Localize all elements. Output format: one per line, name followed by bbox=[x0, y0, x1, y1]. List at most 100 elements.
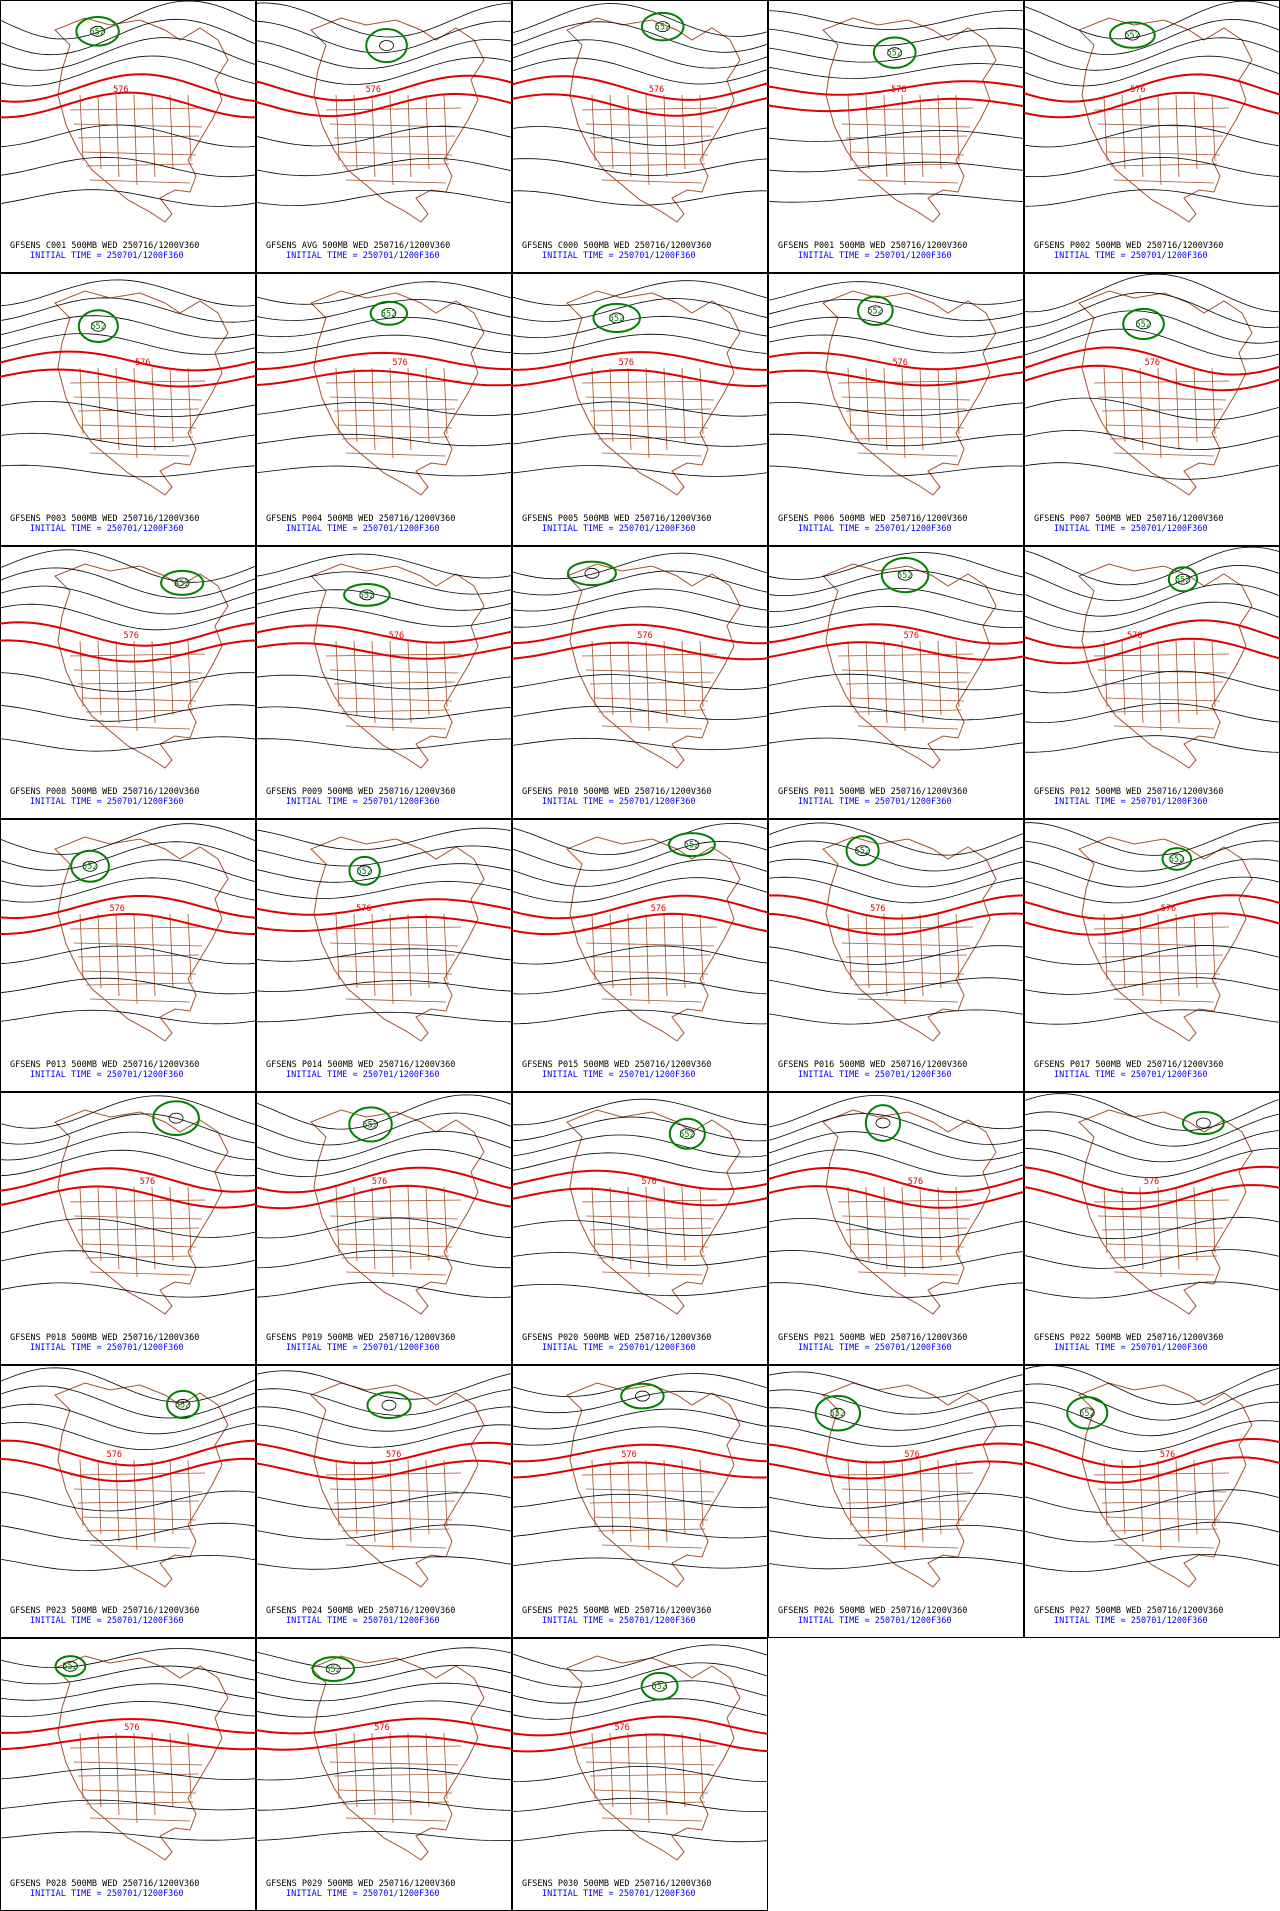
state-line bbox=[699, 1732, 704, 1800]
contour-line bbox=[511, 552, 769, 580]
state-line bbox=[601, 452, 703, 457]
state-line bbox=[1113, 725, 1215, 730]
state-line bbox=[85, 709, 194, 713]
state-line bbox=[325, 380, 462, 384]
contour-line bbox=[768, 587, 1025, 612]
state-line bbox=[1211, 640, 1216, 708]
state-line bbox=[1121, 1186, 1126, 1262]
contour-576 bbox=[511, 1443, 769, 1463]
panel-init-time: INITIAL TIME = 250701/1200F360 bbox=[542, 1889, 696, 1899]
contour-line bbox=[1023, 1521, 1280, 1543]
contour-576 bbox=[511, 369, 769, 388]
state-line bbox=[681, 1186, 686, 1262]
state-line bbox=[853, 1528, 962, 1532]
contour-line bbox=[255, 980, 513, 992]
state-line bbox=[97, 1186, 102, 1262]
state-line bbox=[865, 640, 870, 716]
state-line bbox=[1109, 436, 1218, 440]
contour-line bbox=[830, 1407, 846, 1419]
state-line bbox=[955, 1186, 960, 1254]
contour-line bbox=[0, 432, 257, 448]
contour-line bbox=[255, 1388, 513, 1416]
state-line bbox=[1109, 709, 1218, 713]
contour-576 bbox=[255, 74, 513, 102]
contour-line bbox=[767, 1250, 1025, 1268]
contour-line bbox=[1079, 1407, 1095, 1419]
contour-576 bbox=[255, 642, 513, 660]
contour-line bbox=[767, 822, 1025, 856]
state-line bbox=[407, 1732, 412, 1816]
panel-title: GFSENS P015 500MB WED 250716/1200V360 bbox=[522, 1060, 711, 1070]
contour-line bbox=[256, 1799, 513, 1811]
state-line bbox=[663, 640, 668, 724]
state-line bbox=[151, 1186, 156, 1270]
state-line bbox=[581, 380, 718, 384]
state-line bbox=[389, 94, 394, 186]
map-panel: 576 552 GFSENS P003 500MB WED 250716/1200V… bbox=[0, 273, 257, 546]
state-line bbox=[937, 367, 942, 443]
state-line bbox=[371, 640, 376, 724]
state-line bbox=[345, 998, 447, 1003]
panel-title: GFSENS P011 500MB WED 250716/1200V360 bbox=[778, 787, 967, 797]
state-line bbox=[1175, 913, 1180, 997]
panel-frame bbox=[0, 819, 256, 1092]
panel-frame bbox=[0, 273, 256, 546]
contour-line bbox=[1023, 0, 1280, 40]
state-line bbox=[609, 94, 614, 170]
contour-line bbox=[1023, 601, 1280, 633]
state-line bbox=[341, 1528, 450, 1532]
contour-576 bbox=[1023, 1438, 1280, 1469]
contour-line bbox=[855, 845, 871, 857]
contour-line bbox=[767, 1218, 1025, 1239]
contour-line bbox=[255, 1556, 513, 1570]
state-line bbox=[353, 1459, 358, 1535]
contour-line bbox=[511, 1680, 769, 1704]
state-line bbox=[371, 1732, 376, 1816]
coastline bbox=[310, 290, 485, 496]
state-line bbox=[841, 123, 971, 128]
contour-line bbox=[511, 977, 769, 995]
contour-line bbox=[255, 1249, 512, 1269]
contour-576 bbox=[511, 641, 769, 661]
contour-line bbox=[511, 877, 769, 903]
contour-552 bbox=[1109, 21, 1156, 49]
coastline bbox=[566, 290, 741, 496]
state-line bbox=[443, 640, 448, 708]
state-line bbox=[1101, 135, 1224, 139]
state-line bbox=[609, 1459, 614, 1535]
map-panel: 576 552 GFSENS P006 500MB WED 250716/1200V… bbox=[767, 273, 1025, 546]
panel-title: GFSENS P002 500MB WED 250716/1200V360 bbox=[1034, 241, 1223, 251]
contour-label: 552 bbox=[90, 27, 105, 37]
contour-line bbox=[511, 841, 769, 871]
state-line bbox=[1193, 640, 1198, 716]
contour-576 bbox=[511, 1715, 769, 1737]
contour-line bbox=[255, 1406, 513, 1432]
contour-label: 576 bbox=[1130, 85, 1145, 95]
contour-576 bbox=[511, 894, 769, 920]
state-line bbox=[857, 998, 959, 1003]
contour-line bbox=[1023, 1420, 1280, 1452]
state-line bbox=[69, 107, 206, 111]
contour-552 bbox=[152, 1100, 200, 1137]
panel-frame bbox=[256, 546, 512, 819]
contour-line bbox=[0, 704, 257, 722]
contour-576 bbox=[0, 1735, 257, 1751]
contour-line bbox=[511, 606, 769, 628]
contour-line bbox=[1023, 1093, 1280, 1131]
contour-552 bbox=[166, 1389, 200, 1420]
contour-line bbox=[511, 1525, 769, 1539]
contour-line bbox=[255, 125, 513, 147]
contour-line bbox=[0, 1367, 257, 1403]
contour-line bbox=[767, 130, 1025, 142]
state-line bbox=[847, 1459, 852, 1527]
contour-line bbox=[0, 1554, 257, 1572]
panel-init-time: INITIAL TIME = 250701/1200F360 bbox=[286, 524, 440, 534]
state-line bbox=[89, 725, 191, 730]
state-line bbox=[609, 367, 614, 443]
state-line bbox=[1103, 913, 1108, 981]
state-line bbox=[1101, 954, 1224, 958]
panel-init-time: INITIAL TIME = 250701/1200F360 bbox=[798, 524, 952, 534]
state-line bbox=[853, 436, 962, 440]
state-line bbox=[1105, 1243, 1221, 1248]
state-line bbox=[345, 725, 447, 730]
